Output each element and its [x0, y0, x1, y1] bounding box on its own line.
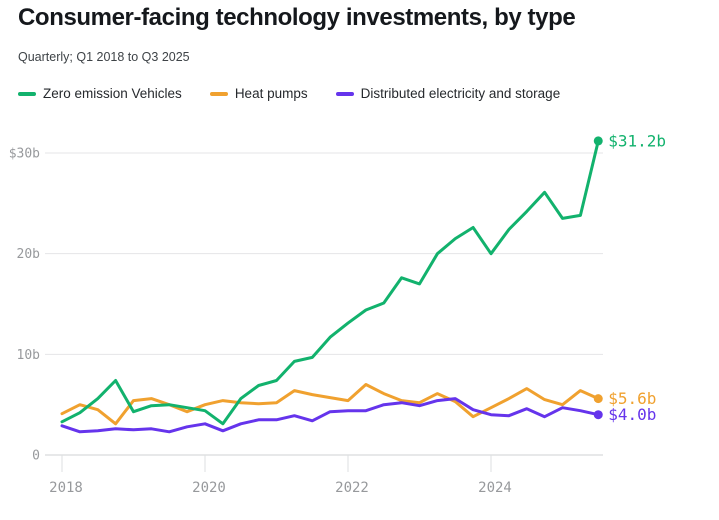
- x-tick-label: 2018: [49, 480, 83, 496]
- series-end-label: $31.2b: [608, 131, 666, 150]
- legend-label: Zero emission Vehicles: [43, 86, 182, 101]
- series-line: [60, 397, 600, 434]
- x-tick-label: 2020: [192, 480, 226, 496]
- series-end-label: $5.6b: [608, 389, 656, 408]
- legend-item: Distributed electricity and storage: [335, 86, 561, 101]
- legend-label: Distributed electricity and storage: [360, 86, 561, 101]
- series-end-label: $4.0b: [608, 405, 656, 424]
- y-tick-label: 0: [32, 449, 40, 464]
- legend-swatch-icon: [18, 91, 36, 96]
- legend-item: Heat pumps: [209, 86, 308, 101]
- series-line: [60, 139, 600, 426]
- series-end-dot: [593, 410, 603, 420]
- series-end-dot: [593, 136, 603, 146]
- chart-subtitle: Quarterly; Q1 2018 to Q3 2025: [18, 50, 190, 64]
- legend-swatch-icon: [209, 91, 228, 96]
- legend-label: Heat pumps: [234, 86, 308, 101]
- series-line: [60, 383, 600, 426]
- y-tick-label: 20b: [17, 247, 41, 262]
- chart-legend: Zero emission Vehicles Heat pumps Distribu…: [18, 86, 560, 101]
- x-tick-label: 2024: [478, 480, 512, 496]
- legend-swatch-icon: [335, 91, 354, 96]
- series-end-dot: [593, 394, 603, 404]
- x-tick-label: 2022: [335, 480, 369, 496]
- chart-title: Consumer-facing technology investments, …: [18, 4, 576, 31]
- legend-item: Zero emission Vehicles: [18, 86, 182, 101]
- y-tick-label: 10b: [17, 348, 41, 363]
- y-tick-label: $30b: [9, 146, 40, 161]
